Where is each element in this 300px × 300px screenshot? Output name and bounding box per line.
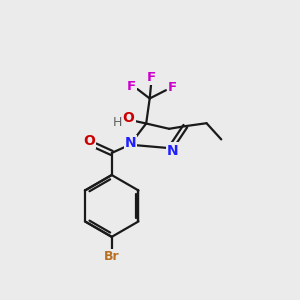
Text: N: N [125, 136, 136, 150]
Text: H: H [113, 116, 122, 129]
Text: O: O [123, 111, 134, 124]
Text: N: N [167, 144, 179, 158]
Text: Br: Br [104, 250, 119, 263]
Text: F: F [127, 80, 136, 93]
Text: F: F [147, 71, 156, 84]
Text: O: O [83, 134, 95, 148]
Text: F: F [168, 81, 177, 94]
